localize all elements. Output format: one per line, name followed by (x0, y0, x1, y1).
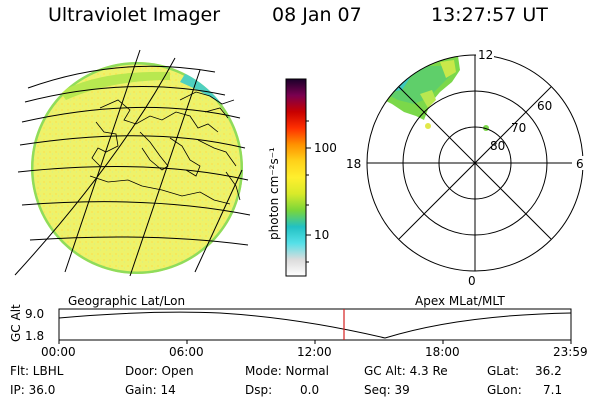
info-flt: Flt: LBHL (10, 364, 64, 378)
info-mode: Mode: Normal (245, 364, 329, 378)
info-glon-value: 7.1 (543, 383, 563, 397)
altitude-x-tick-0600: 06:00 (169, 345, 204, 359)
header-time: 13:27:57 UT (431, 4, 548, 26)
altitude-axis-label: GC Alt (9, 304, 23, 342)
polar-label-0: 0 (468, 274, 476, 288)
info-gc-alt: GC Alt: 4.3 Re (364, 364, 448, 378)
altitude-x-tick-2359: 23:59 (553, 345, 588, 359)
colorbar-scale (285, 78, 307, 277)
globe-graticule (14, 49, 251, 277)
info-glat: GLat: (487, 364, 520, 378)
info-dsp-value: 0.0 (300, 383, 320, 397)
colorbar-label: photon cm⁻²s⁻¹ (267, 147, 281, 240)
altitude-x-tick-0000: 00:00 (41, 345, 76, 359)
polar-auroral-patch (372, 55, 489, 131)
header-date: 08 Jan 07 (272, 4, 362, 26)
altitude-plot: GC Alt 9.0 1.8 00:00 06:00 12:00 18:00 2… (9, 304, 588, 359)
altitude-y-top: 9.0 (25, 307, 44, 321)
coastlines (89, 91, 241, 205)
globe-disk (31, 62, 243, 274)
colorbar-tick-100: 100 (314, 141, 337, 155)
polar-grid (366, 54, 584, 272)
polar-label-80: 80 (490, 139, 505, 153)
colorbar-tick-10: 10 (314, 228, 329, 242)
info-glon: GLon: (487, 383, 522, 397)
geo-caption: Geographic Lat/Lon (68, 294, 185, 308)
header-title: Ultraviolet Imager (48, 4, 221, 26)
polar-label-6: 6 (576, 157, 584, 171)
polar-label-18: 18 (346, 157, 361, 171)
info-dsp: Dsp: (245, 383, 273, 397)
info-gain: Gain: 14 (125, 383, 176, 397)
polar-label-60: 60 (537, 99, 552, 113)
info-seq: Seq: 39 (364, 383, 410, 397)
colorbar: 100 10 photon cm⁻²s⁻¹ (267, 78, 337, 277)
info-door: Door: Open (125, 364, 194, 378)
polar-label-12: 12 (478, 48, 493, 62)
polar-label-70: 70 (511, 121, 526, 135)
altitude-x-tick-1200: 12:00 (297, 345, 332, 359)
info-ip: IP: 36.0 (10, 383, 56, 397)
altitude-curve (58, 311, 572, 339)
info-glat-value: 36.2 (535, 364, 562, 378)
polar-view: 12 18 6 0 60 70 80 (342, 47, 586, 288)
geo-globe-view (14, 49, 251, 277)
altitude-y-bottom: 1.8 (25, 329, 44, 343)
altitude-plot-frame (58, 308, 572, 341)
polar-caption: Apex MLat/MLT (415, 294, 505, 308)
altitude-x-tick-1800: 18:00 (425, 345, 460, 359)
